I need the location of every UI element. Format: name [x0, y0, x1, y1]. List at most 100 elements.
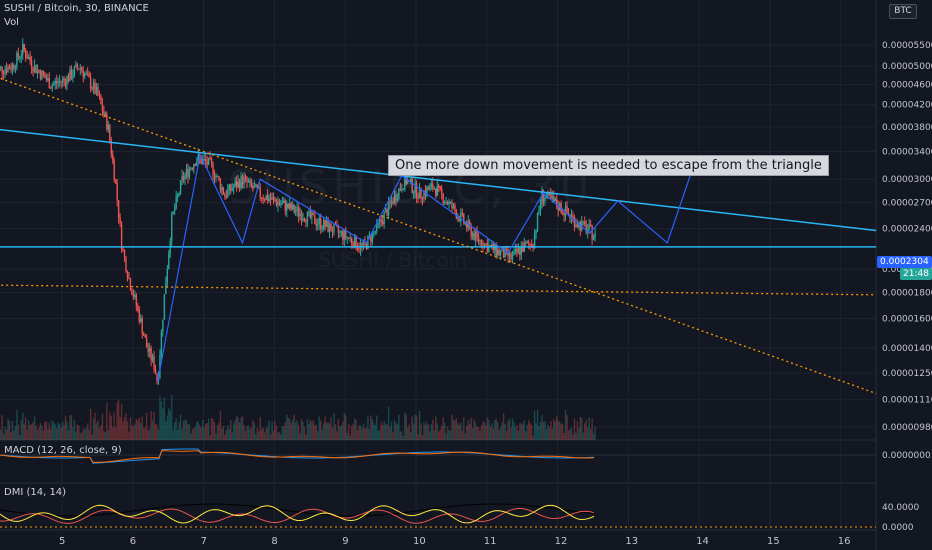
candle-body	[461, 212, 464, 214]
candle-body	[166, 268, 169, 283]
candle-body	[393, 194, 396, 204]
candle-body	[8, 66, 11, 69]
volume-bar	[584, 423, 586, 440]
volume-bar	[193, 427, 195, 440]
volume-bar	[370, 415, 372, 440]
volume-bar	[213, 422, 216, 440]
volume-bar	[399, 431, 402, 440]
candle-body	[314, 215, 316, 224]
candle-body	[575, 224, 577, 227]
symbol-title[interactable]: SUSHI / Bitcoin, 30, BINANCE	[4, 3, 149, 14]
candle-body	[33, 64, 36, 72]
dmi-minus-line	[0, 507, 595, 524]
candle-body	[328, 223, 331, 232]
volume-bar	[200, 427, 202, 440]
candle-body	[238, 180, 241, 189]
candle-body	[32, 67, 34, 72]
volume-bar	[286, 414, 288, 440]
candle-body	[572, 215, 574, 217]
volume-bar	[421, 435, 424, 440]
volume-bar	[82, 428, 84, 440]
volume-bar	[182, 420, 185, 440]
candle-body	[4, 69, 6, 74]
volume-bar	[443, 422, 446, 440]
volume-bar	[196, 421, 198, 440]
candle-body	[398, 188, 400, 199]
volume-bar	[78, 425, 80, 440]
volume-bar	[463, 417, 465, 440]
volume-bar	[222, 425, 225, 440]
volume-bar	[199, 424, 201, 440]
candle-body	[457, 216, 459, 219]
candle-body	[349, 237, 351, 239]
chart-annotation[interactable]: One more down movement is needed to esca…	[388, 155, 829, 176]
candle-body	[20, 54, 22, 58]
volume-bar	[401, 431, 403, 440]
volume-bar	[498, 430, 500, 440]
volume-bar	[274, 421, 276, 440]
price-tick-label: 0.00002700	[882, 199, 932, 209]
volume-bar	[452, 419, 455, 440]
candle-body	[367, 236, 369, 249]
volume-bar	[91, 434, 93, 440]
volume-bar	[426, 421, 428, 440]
candle-body	[371, 232, 374, 243]
candle-body	[352, 243, 354, 248]
candle-body	[29, 56, 31, 62]
candle-body	[27, 56, 30, 59]
candle-body	[499, 251, 502, 255]
candle-body	[89, 77, 92, 89]
vol-label[interactable]: Vol	[4, 17, 19, 28]
volume-bar	[109, 412, 111, 440]
candle-body	[430, 183, 433, 187]
volume-bar	[172, 429, 174, 440]
volume-bar	[402, 435, 405, 440]
candle-body	[141, 318, 143, 334]
candle-body	[517, 248, 520, 253]
volume-bar	[140, 422, 142, 440]
candle-body	[38, 69, 40, 72]
macd-label[interactable]: MACD (12, 26, close, 9)	[4, 445, 122, 456]
volume-bar	[495, 419, 497, 440]
volume-bar	[219, 410, 222, 440]
candle-body	[464, 222, 466, 224]
currency-unit-button[interactable]: BTC	[889, 4, 917, 19]
volume-bar	[358, 425, 360, 440]
volume-bar	[412, 423, 415, 440]
volume-bar	[187, 424, 189, 440]
candle-body	[53, 83, 55, 86]
volume-bar	[530, 425, 533, 440]
time-tick-label: 12	[555, 536, 568, 547]
volume-bar	[407, 427, 409, 440]
volume-bar	[561, 423, 564, 440]
volume-bar	[492, 428, 494, 440]
dmi-label[interactable]: DMI (14, 14)	[4, 487, 67, 498]
candle-body	[252, 185, 254, 189]
candle-body	[483, 243, 486, 248]
volume-bar	[283, 426, 285, 440]
candle-body	[67, 76, 70, 81]
candle-body	[417, 197, 419, 199]
candle-body	[497, 249, 499, 256]
candle-body	[55, 81, 58, 84]
volume-bar	[371, 419, 374, 440]
candle-body	[112, 154, 114, 161]
candle-body	[280, 204, 282, 206]
volume-bar	[454, 420, 456, 440]
volume-bar	[405, 415, 407, 440]
volume-bar	[510, 427, 512, 440]
candle-body	[386, 208, 388, 216]
volume-bar	[327, 421, 329, 440]
volume-bar	[156, 424, 158, 440]
volume-bar	[262, 427, 264, 440]
volume-bar	[263, 432, 266, 440]
candle-body	[438, 185, 440, 187]
volume-bar	[89, 408, 92, 440]
candle-body	[305, 221, 307, 223]
volume-bar	[321, 429, 323, 440]
candle-body	[551, 196, 553, 199]
volume-bar	[497, 421, 499, 440]
candle-body	[415, 183, 418, 198]
candle-body	[219, 179, 222, 191]
volume-bar	[36, 430, 39, 440]
